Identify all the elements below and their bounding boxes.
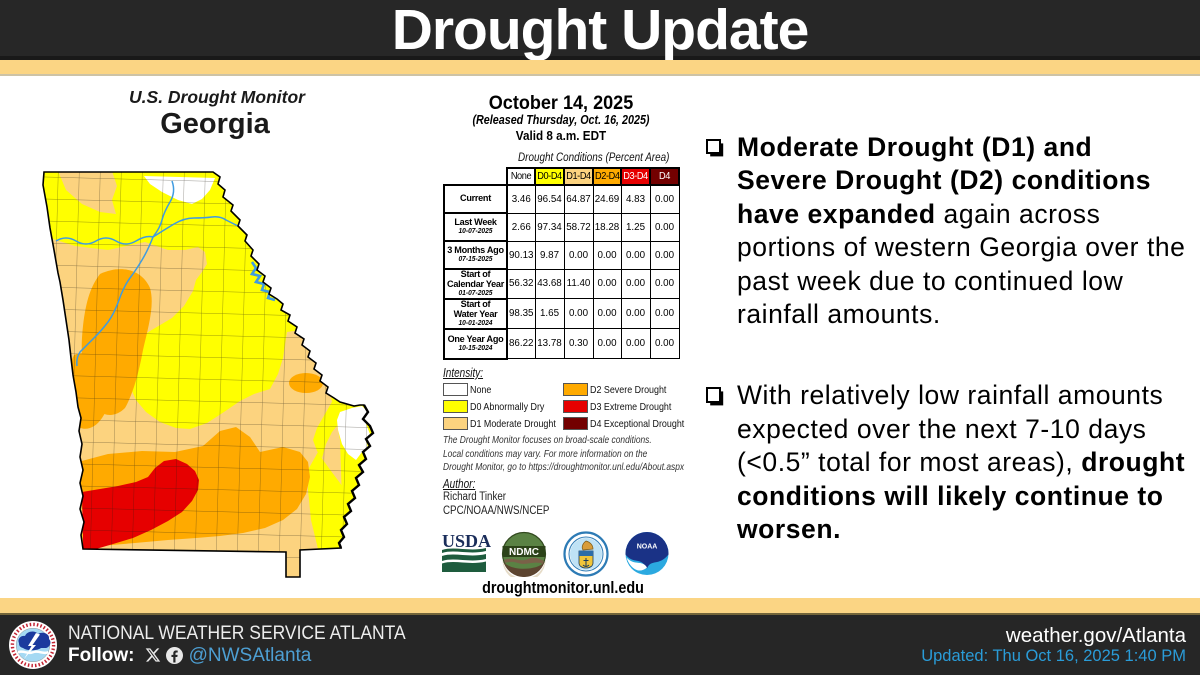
svg-text:USDA: USDA [442, 531, 491, 551]
svg-text:NDMC: NDMC [509, 547, 539, 558]
svg-text:NOAA: NOAA [637, 544, 658, 551]
